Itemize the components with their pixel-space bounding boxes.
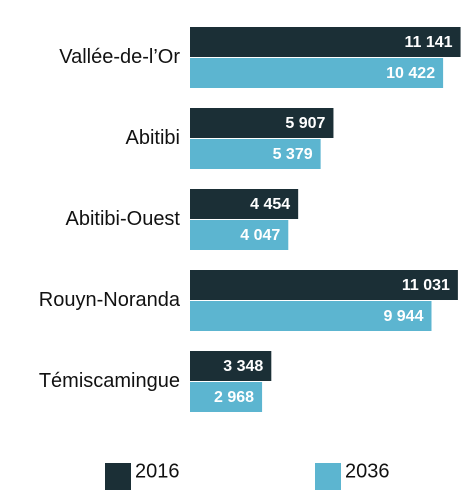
- bar: [190, 351, 272, 381]
- bar: [190, 58, 444, 88]
- value-label: 5 379: [273, 146, 313, 163]
- bar: [190, 270, 458, 300]
- legend-label: 2036: [345, 460, 390, 482]
- legend-swatch: [315, 463, 341, 490]
- value-label: 2 968: [214, 389, 254, 406]
- bar: [190, 139, 321, 169]
- bar: [190, 108, 334, 138]
- value-label: 4 454: [250, 196, 290, 213]
- value-label: 11 141: [405, 34, 453, 51]
- bar: [190, 220, 289, 250]
- value-label: 9 944: [383, 308, 423, 325]
- category-label: Abitibi: [126, 127, 180, 149]
- value-label: 3 348: [223, 358, 263, 375]
- bar: [190, 189, 299, 219]
- bar: [190, 27, 461, 57]
- legend-label: 2016: [135, 460, 180, 482]
- value-label: 4 047: [240, 227, 280, 244]
- value-label: 5 907: [285, 115, 325, 132]
- bar: [190, 301, 432, 331]
- category-label: Abitibi-Ouest: [66, 208, 181, 230]
- category-label: Vallée-de-l’Or: [59, 46, 180, 68]
- value-label: 10 422: [386, 65, 435, 82]
- category-label: Rouyn-Noranda: [39, 289, 181, 311]
- bar: [190, 382, 263, 412]
- category-label: Témiscamingue: [39, 370, 180, 392]
- value-label: 11 031: [402, 277, 450, 294]
- legend-swatch: [105, 463, 131, 490]
